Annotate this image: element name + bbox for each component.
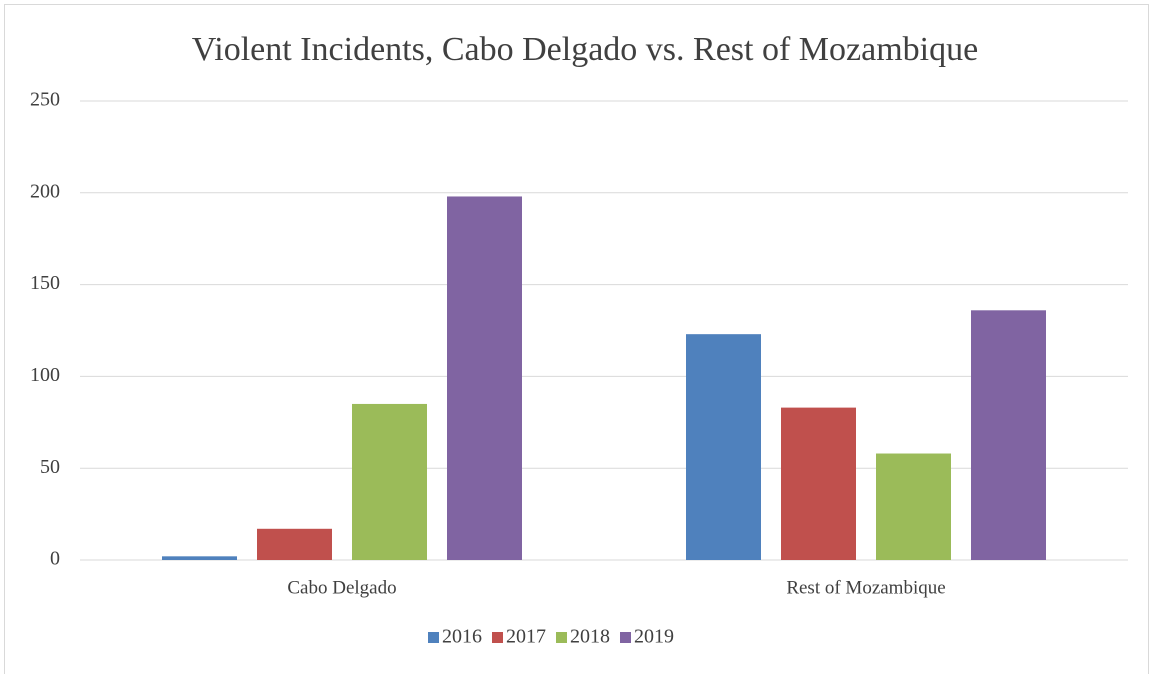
legend-swatch bbox=[556, 632, 567, 643]
y-tick-label: 100 bbox=[30, 364, 60, 386]
legend-label: 2019 bbox=[634, 626, 674, 648]
bar bbox=[352, 403, 427, 560]
x-tick-label: Rest of Mozambique bbox=[786, 577, 945, 598]
legend-label: 2016 bbox=[442, 626, 482, 648]
y-tick-label: 0 bbox=[50, 548, 60, 570]
legend-label: 2017 bbox=[506, 626, 546, 648]
chart-title: Violent Incidents, Cabo Delgado vs. Rest… bbox=[192, 31, 978, 68]
legend-label: 2018 bbox=[570, 626, 610, 648]
bar bbox=[876, 453, 951, 560]
y-tick-label: 50 bbox=[40, 456, 60, 478]
y-tick-label: 250 bbox=[30, 89, 60, 111]
legend-swatch bbox=[492, 632, 503, 643]
legend-swatch bbox=[428, 632, 439, 643]
bar bbox=[257, 528, 332, 560]
y-tick-label: 200 bbox=[30, 180, 60, 202]
bar bbox=[447, 196, 522, 561]
legend-swatch bbox=[620, 632, 631, 643]
bar bbox=[971, 310, 1046, 560]
y-tick-label: 150 bbox=[30, 272, 60, 294]
bar bbox=[686, 334, 761, 560]
x-tick-label: Cabo Delgado bbox=[287, 577, 396, 598]
chart-border bbox=[4, 4, 1149, 674]
bar bbox=[781, 407, 856, 560]
bar bbox=[162, 556, 237, 560]
